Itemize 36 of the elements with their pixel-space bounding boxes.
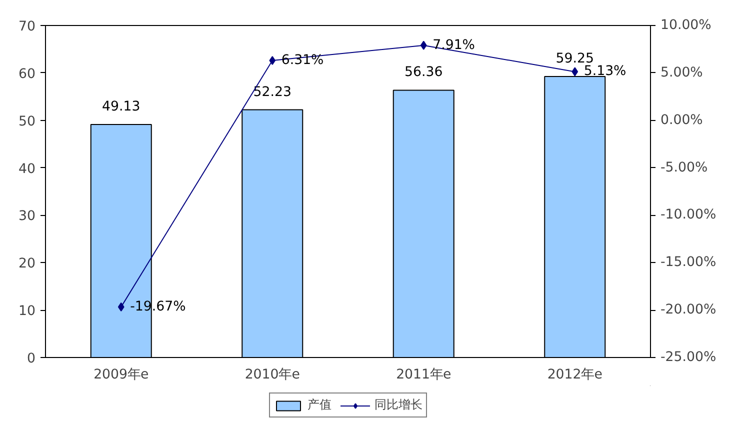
y-tick-label: 20 [18,256,36,272]
point [269,56,276,65]
y-tick-label: 50 [18,114,36,130]
x-tick-label: 2012年e [547,368,602,382]
point [572,67,578,76]
y-tick-label: 30 [18,209,36,224]
y2-tick-label: -20.00% [660,302,716,318]
legend-label: 同比增长 [374,396,422,414]
y-tick-label: 10 [18,304,36,320]
y2-tick-label: 5.00% [660,65,703,80]
y2-tick-label: -25.00% [660,350,716,365]
y2-tick-label: 0.00% [660,112,703,128]
bar [544,76,606,358]
y2-tick-label: -15.00% [660,255,716,270]
data-label: 52.23 [253,84,292,100]
y-tick-label: 70 [18,20,36,34]
data-label: 59.25 [556,51,594,66]
data-label: 56.36 [404,65,443,80]
y-tick-label: 60 [18,66,36,82]
bar [392,90,454,358]
bar [242,109,304,358]
point [420,40,427,50]
data-label: 5.13% [584,64,626,80]
data-label: 49.13 [102,99,140,114]
x-tick-label: 2009年e [94,368,149,382]
x-tick-label: 2010年e [244,368,300,382]
point [118,302,124,312]
x-tick-label: 2011年e [396,368,452,382]
data-label: 7.91% [432,38,475,53]
y2-tick-label: -5.00% [660,160,708,176]
y2-tick-label: -10.00% [660,208,716,223]
y-tick-label: 0 [27,352,36,366]
data-label: 6.31% [281,53,324,68]
y-tick-label: 40 [18,162,36,177]
legend-label: 产值 [308,396,332,414]
y2-tick-label: 10.00% [660,18,712,33]
